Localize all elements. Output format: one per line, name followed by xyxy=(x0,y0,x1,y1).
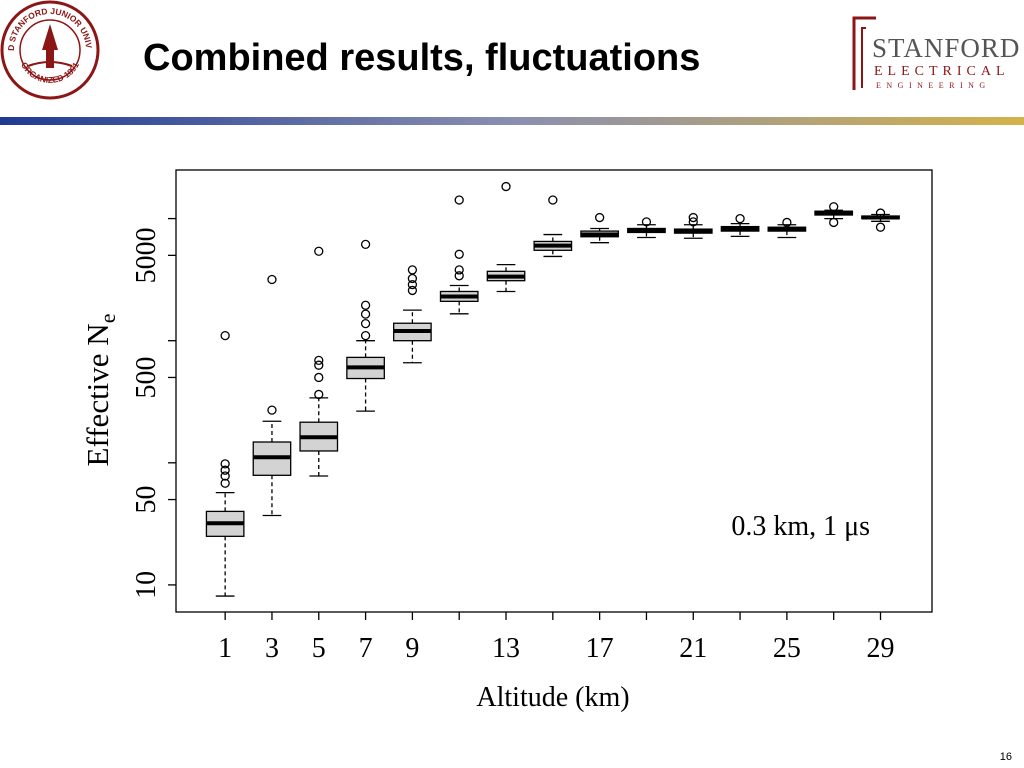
outlier xyxy=(641,217,652,227)
outlier xyxy=(688,212,698,223)
outlier xyxy=(314,372,324,383)
outlier xyxy=(875,222,886,232)
x-tick-label: 5 xyxy=(312,633,326,664)
outlier xyxy=(360,239,371,250)
seal: LELAND STANFORD JUNIOR UNIVERSITY ORGANI… xyxy=(0,0,100,100)
y-tick-label: 10 xyxy=(131,571,162,599)
outlier xyxy=(829,202,839,212)
outlier xyxy=(454,249,464,259)
outlier xyxy=(875,208,886,218)
department-logo: STANFORD ELECTRICAL ENGINEERING xyxy=(852,16,1020,90)
y-axis-label-subscript: e xyxy=(95,314,120,324)
x-tick-label: 29 xyxy=(867,633,895,664)
outlier xyxy=(314,360,324,370)
outlier xyxy=(360,330,371,341)
outlier xyxy=(454,265,464,275)
outlier xyxy=(360,318,371,329)
outlier xyxy=(220,471,230,481)
logo-line3: ENGINEERING xyxy=(876,81,991,90)
outlier xyxy=(829,217,839,228)
x-tick-label: 25 xyxy=(773,633,801,664)
outlier xyxy=(267,274,277,285)
outlier xyxy=(407,273,418,284)
outlier xyxy=(360,309,371,319)
x-axis-label: Altitude (km) xyxy=(476,682,629,713)
x-tick-label: 21 xyxy=(679,633,707,664)
outlier xyxy=(314,389,324,400)
y-tick-label: 5000 xyxy=(131,227,162,283)
y-axis-label: Effective Ne xyxy=(80,314,120,467)
outlier xyxy=(267,405,277,415)
outlier xyxy=(782,217,792,228)
y-tick-label: 50 xyxy=(131,486,162,514)
x-tick-label: 13 xyxy=(492,633,520,664)
outlier xyxy=(314,355,324,366)
outlier xyxy=(220,459,230,469)
logo-line2: ELECTRICAL xyxy=(874,64,1010,79)
outlier xyxy=(314,246,324,256)
outlier xyxy=(688,217,698,227)
outlier xyxy=(360,300,371,310)
outlier xyxy=(594,212,605,223)
outlier xyxy=(220,330,230,341)
x-tick-label: 1 xyxy=(218,633,232,664)
page-number: 16 xyxy=(1000,751,1012,763)
logo-line1: STANFORD xyxy=(872,33,1020,63)
outlier xyxy=(220,478,230,488)
outlier xyxy=(454,195,464,205)
outlier xyxy=(407,265,418,275)
outlier xyxy=(501,181,511,192)
outlier xyxy=(407,285,418,296)
outlier xyxy=(548,195,558,205)
header-divider xyxy=(0,117,1024,125)
outlier xyxy=(454,271,464,281)
outlier xyxy=(735,213,745,224)
x-tick-label: 9 xyxy=(405,633,419,664)
x-tick-label: 3 xyxy=(265,633,279,664)
outlier xyxy=(220,465,230,475)
y-axis-label-main: Effective N xyxy=(80,323,115,466)
slide-title: Combined results, fluctuations xyxy=(143,37,700,79)
x-tick-label: 7 xyxy=(359,633,373,664)
outlier xyxy=(407,279,418,290)
x-tick-label: 17 xyxy=(586,633,614,664)
y-tick-label: 500 xyxy=(131,356,162,398)
plot-frame xyxy=(175,169,933,613)
annotation: 0.3 km, 1 μs xyxy=(731,511,870,542)
